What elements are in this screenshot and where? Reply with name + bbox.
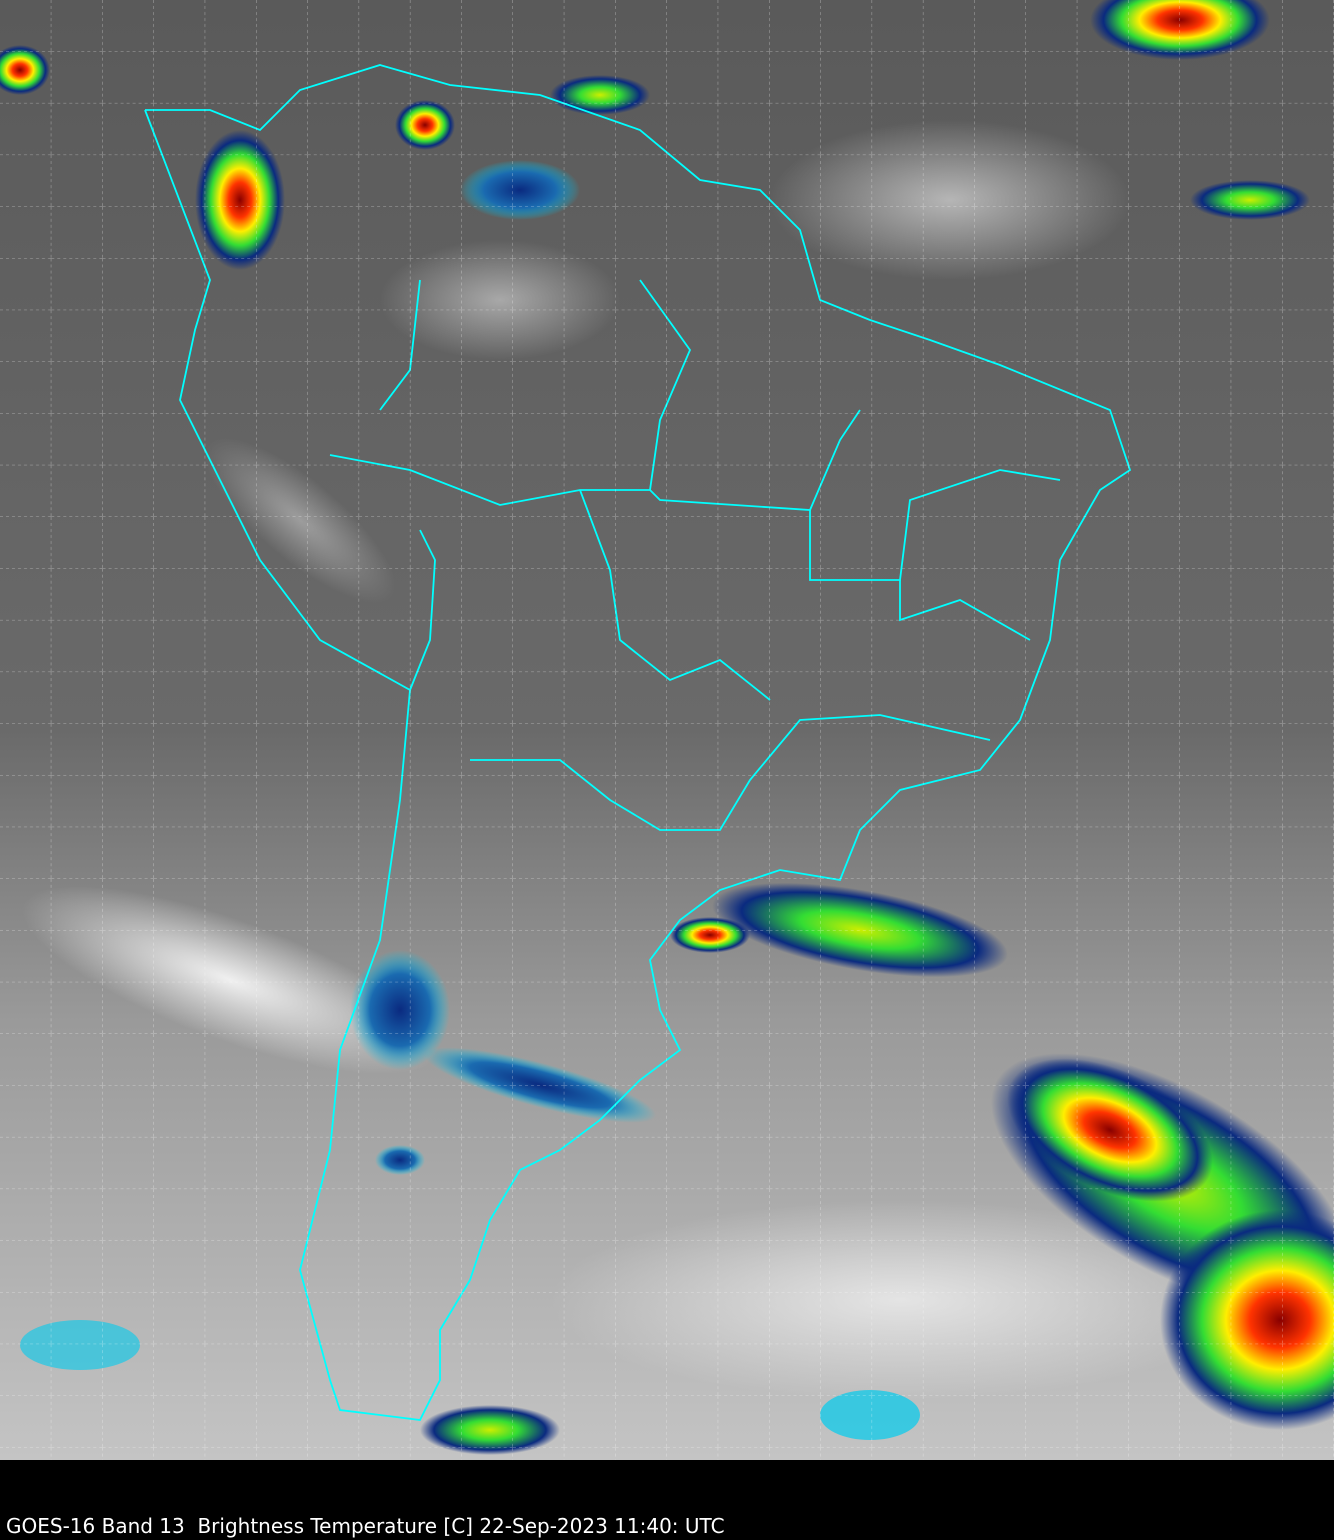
lat-lon-grid [0, 0, 1334, 1460]
satellite-image [0, 0, 1334, 1460]
image-caption: GOES-16 Band 13 Brightness Temperature [… [6, 1514, 725, 1538]
